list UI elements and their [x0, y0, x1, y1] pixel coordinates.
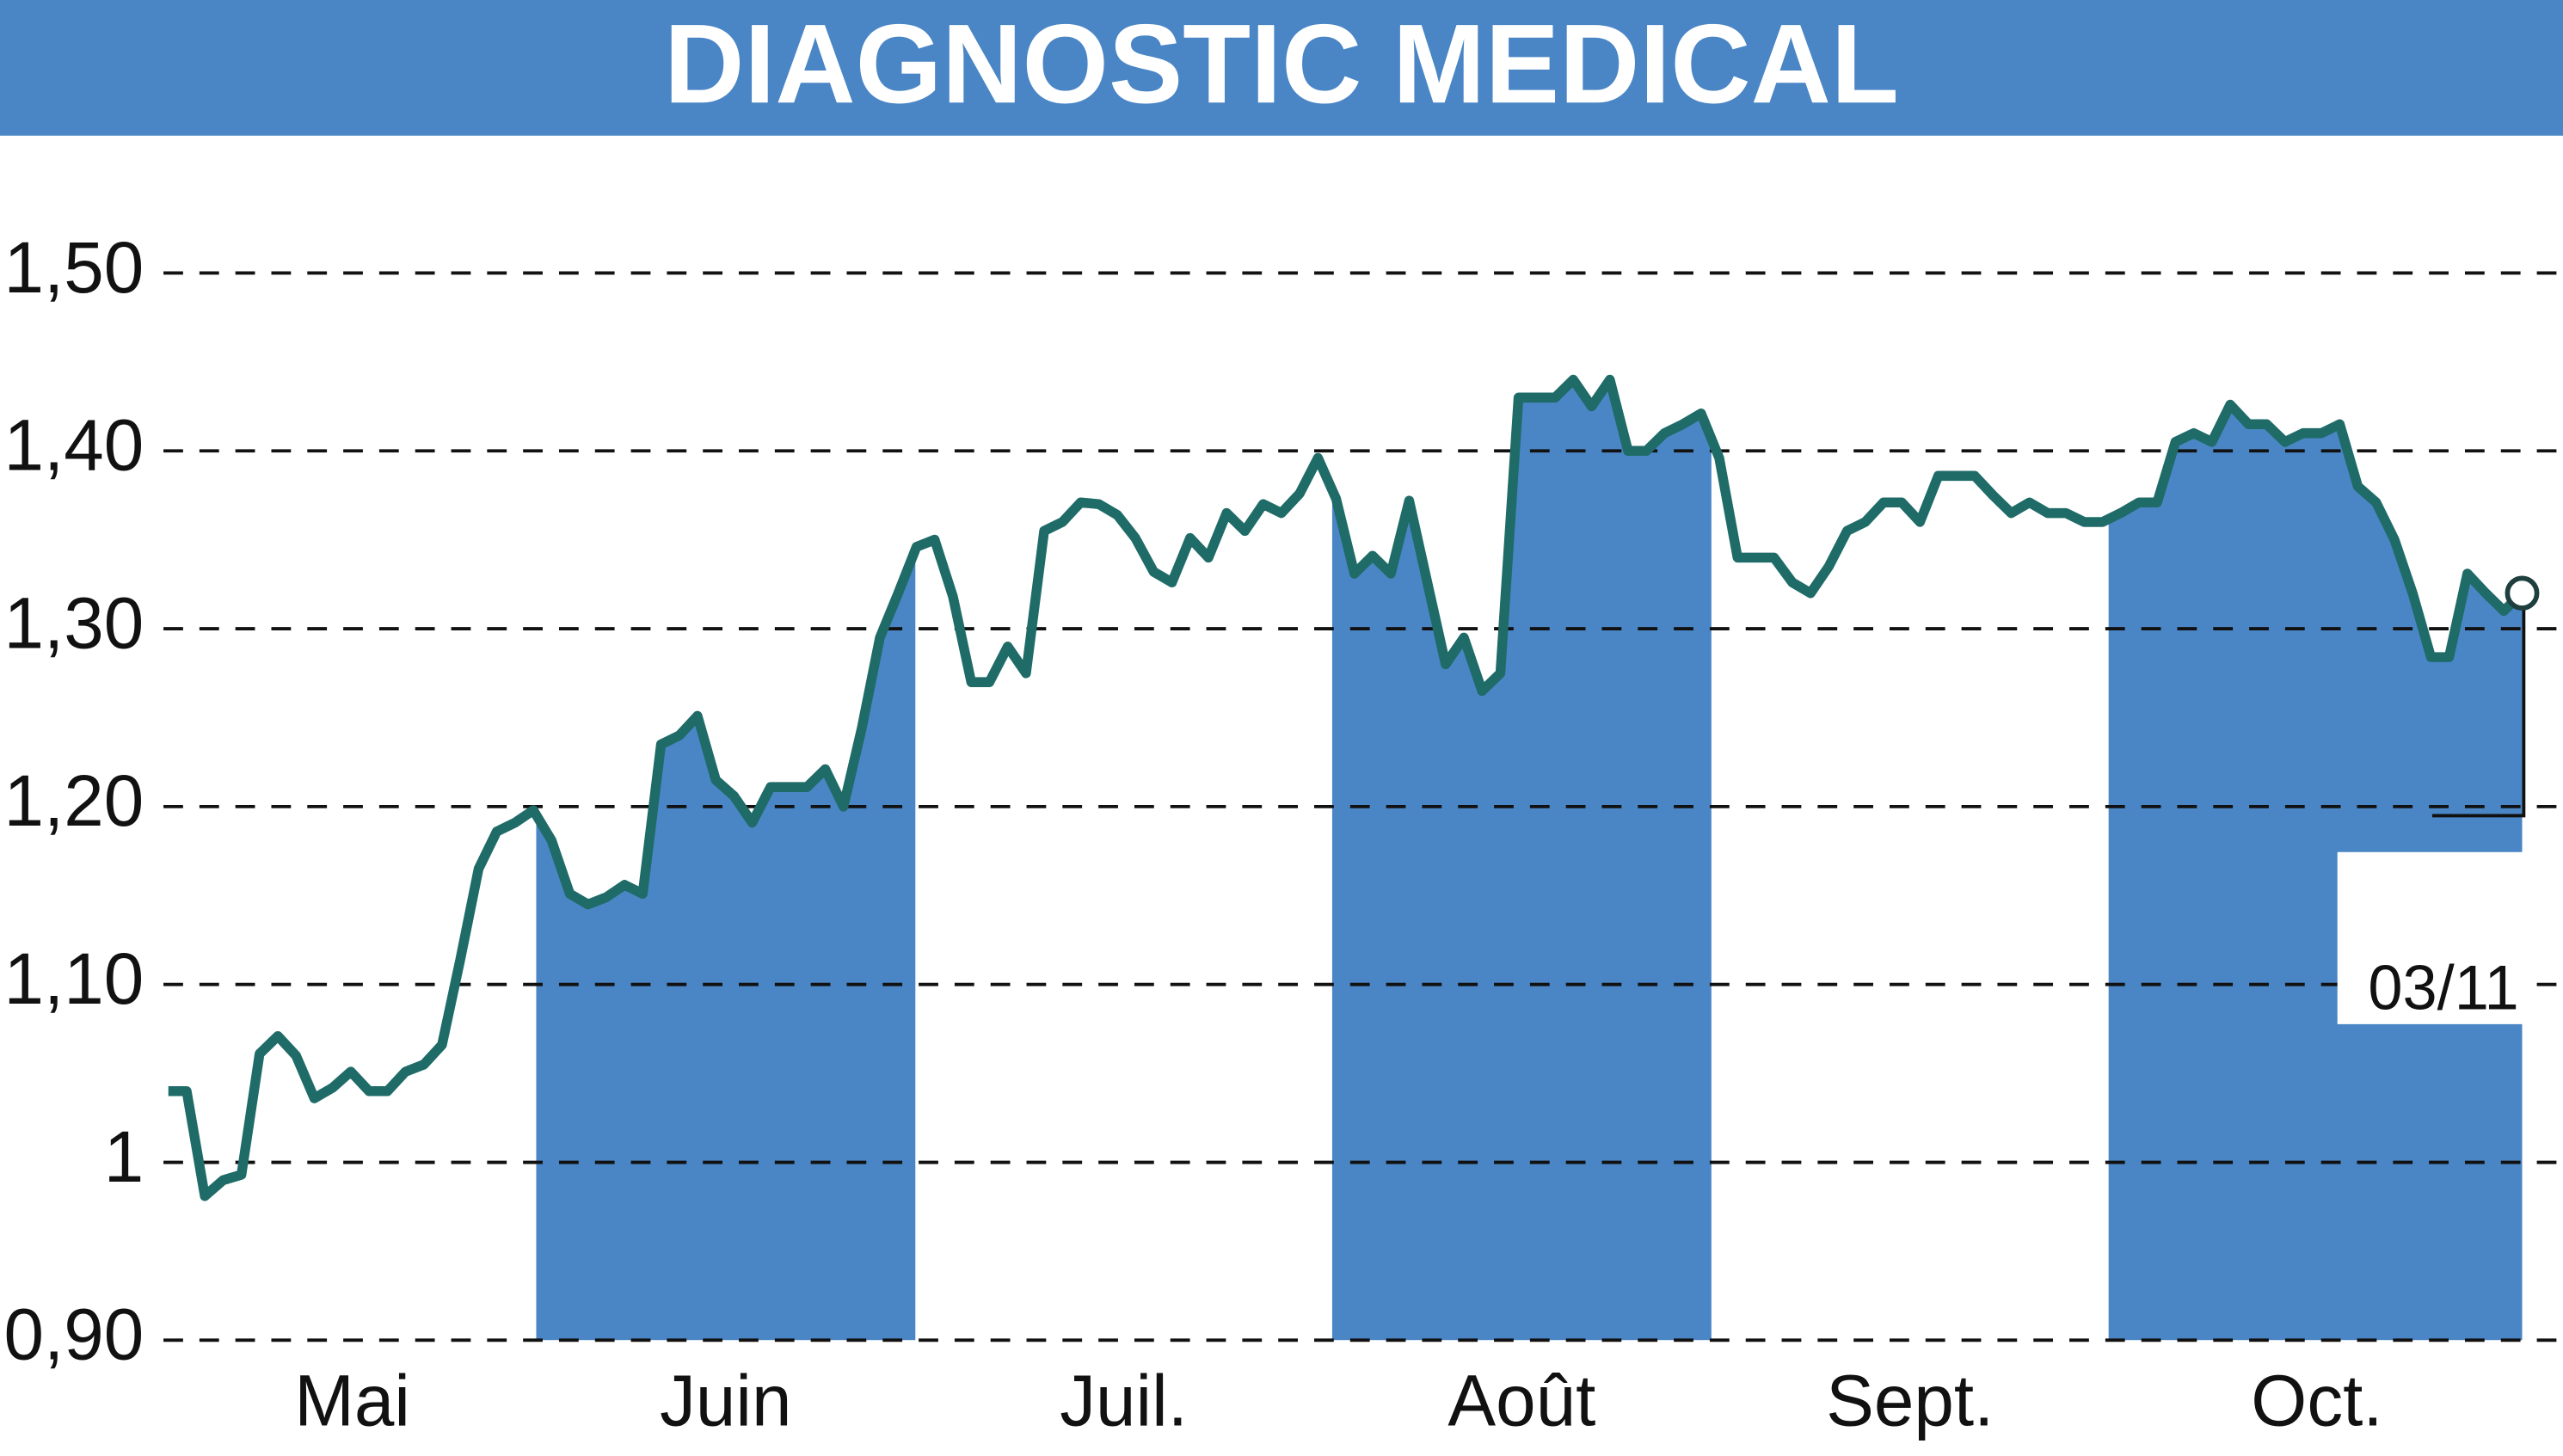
y-tick-label: 0,90 — [4, 1293, 144, 1375]
last-label-box — [2337, 851, 2526, 1024]
y-tick-label: 1,50 — [4, 226, 144, 308]
title-bar — [0, 0, 2563, 136]
marker-bracket — [2431, 606, 2526, 818]
price-line — [168, 374, 2526, 1201]
y-tick-label: 1 — [104, 1115, 144, 1197]
x-tick-label: Mai — [294, 1360, 410, 1441]
last-point — [2505, 575, 2540, 611]
last-date-label: 03/11 — [2368, 953, 2518, 1023]
x-tick-label: Août — [1447, 1360, 1595, 1441]
y-tick-label: 1,20 — [4, 760, 144, 842]
y-tick-label: 1,40 — [4, 404, 144, 486]
y-tick-label: 1,30 — [4, 582, 144, 664]
x-tick-label: Sept. — [1826, 1360, 1994, 1441]
x-tick-label: Juil. — [1060, 1360, 1188, 1441]
chart-title: DIAGNOSTIC MEDICAL — [664, 0, 1899, 126]
x-tick-label: Juin — [660, 1360, 791, 1441]
y-tick-label: 1,10 — [4, 938, 144, 1020]
x-tick-label: Oct. — [2251, 1360, 2382, 1441]
